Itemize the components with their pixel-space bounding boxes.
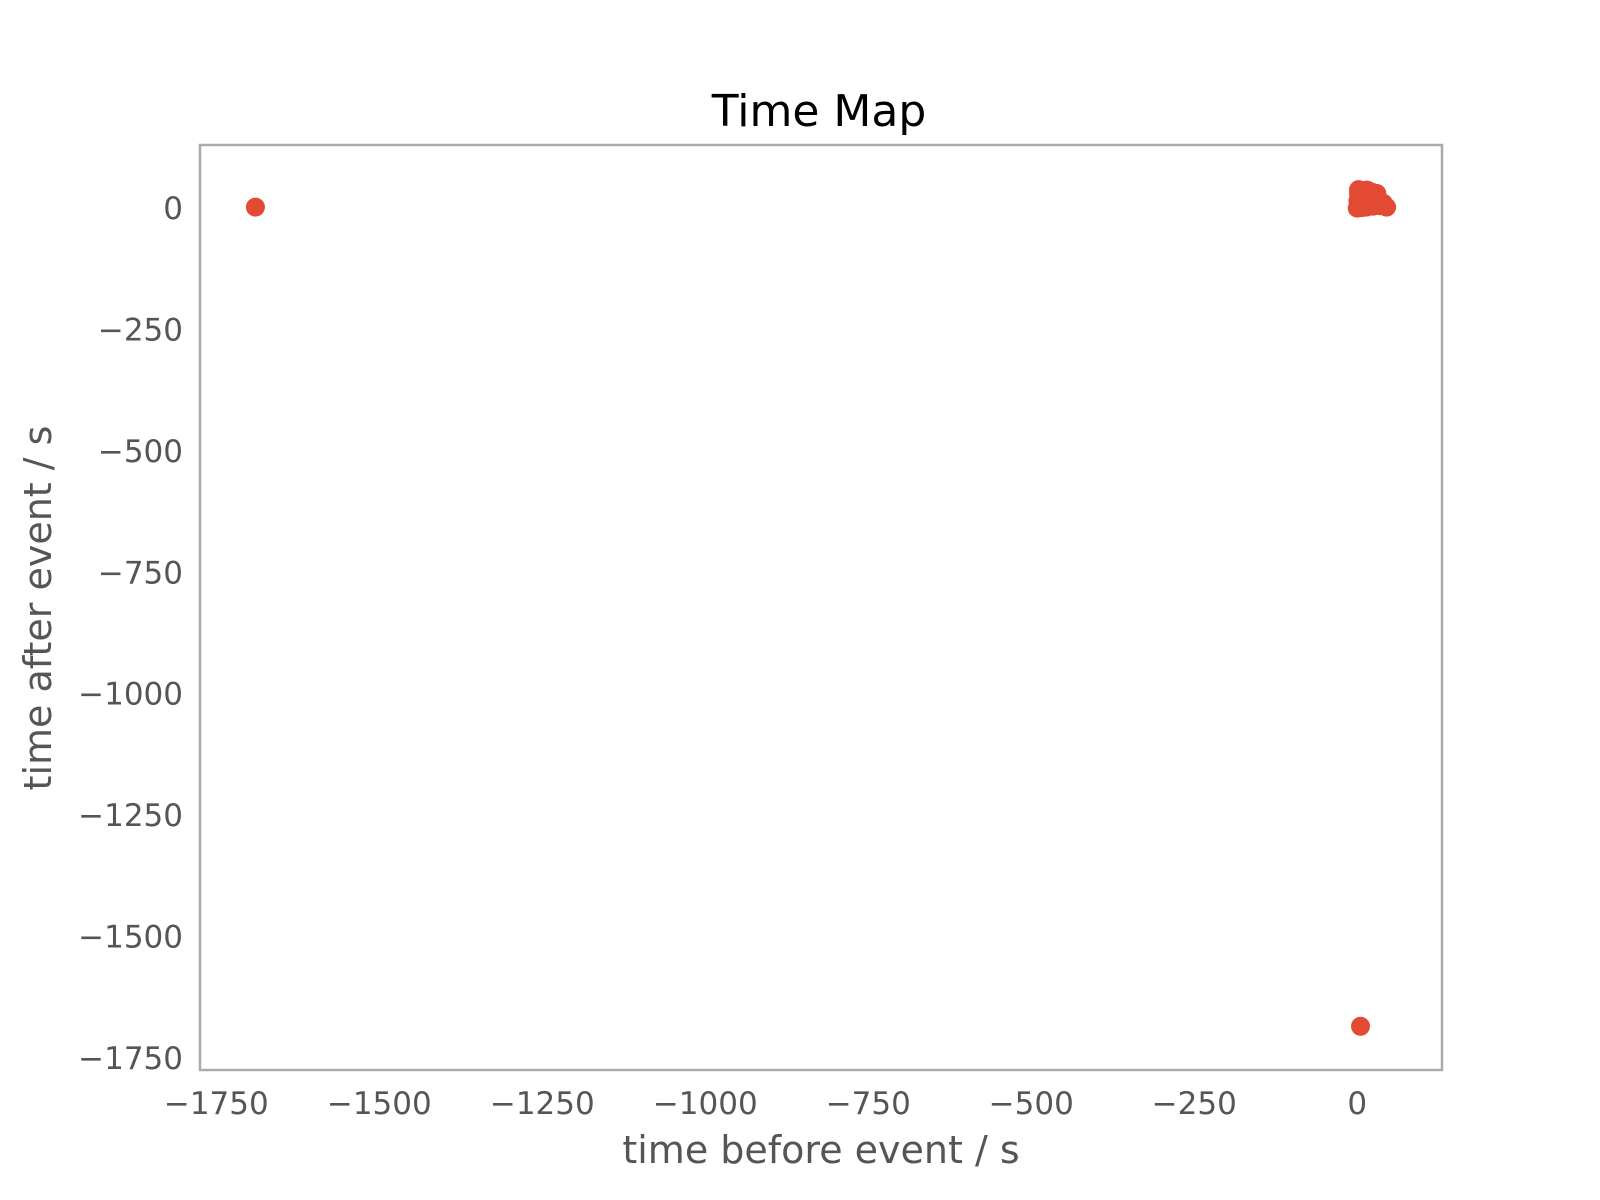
x-tick-label: −1500 (327, 1086, 432, 1122)
x-axis-label: time before event / s (622, 1128, 1019, 1172)
plot-area (198, 143, 1444, 1072)
y-tick-label: −750 (98, 555, 183, 591)
x-tick-label: −250 (1152, 1086, 1237, 1122)
x-tick-label: −1000 (653, 1086, 758, 1122)
y-tick-label: 0 (163, 191, 183, 227)
y-tick-label: −500 (98, 434, 183, 470)
data-point (245, 197, 265, 217)
x-axis-ticks: −1750 −1500 −1250 −1000 −750 −500 −250 0 (164, 1086, 1367, 1122)
data-point (1364, 185, 1384, 205)
y-axis-ticks: 0 −250 −500 −750 −1000 −1250 −1500 −1750 (78, 191, 183, 1077)
y-tick-label: −250 (98, 313, 183, 349)
x-tick-label: −1750 (164, 1086, 269, 1122)
y-tick-label: −1500 (78, 919, 183, 955)
y-tick-label: −1250 (78, 798, 183, 834)
data-points (245, 180, 1397, 1036)
y-tick-label: −1000 (78, 677, 183, 713)
chart-title: Time Map (711, 86, 927, 137)
x-tick-label: 0 (1347, 1086, 1367, 1122)
data-point (1351, 1016, 1371, 1036)
y-tick-label: −1750 (78, 1041, 183, 1077)
x-tick-label: −1250 (490, 1086, 595, 1122)
x-tick-label: −750 (826, 1086, 911, 1122)
y-axis-label: time after event / s (16, 426, 60, 791)
x-tick-label: −500 (989, 1086, 1074, 1122)
